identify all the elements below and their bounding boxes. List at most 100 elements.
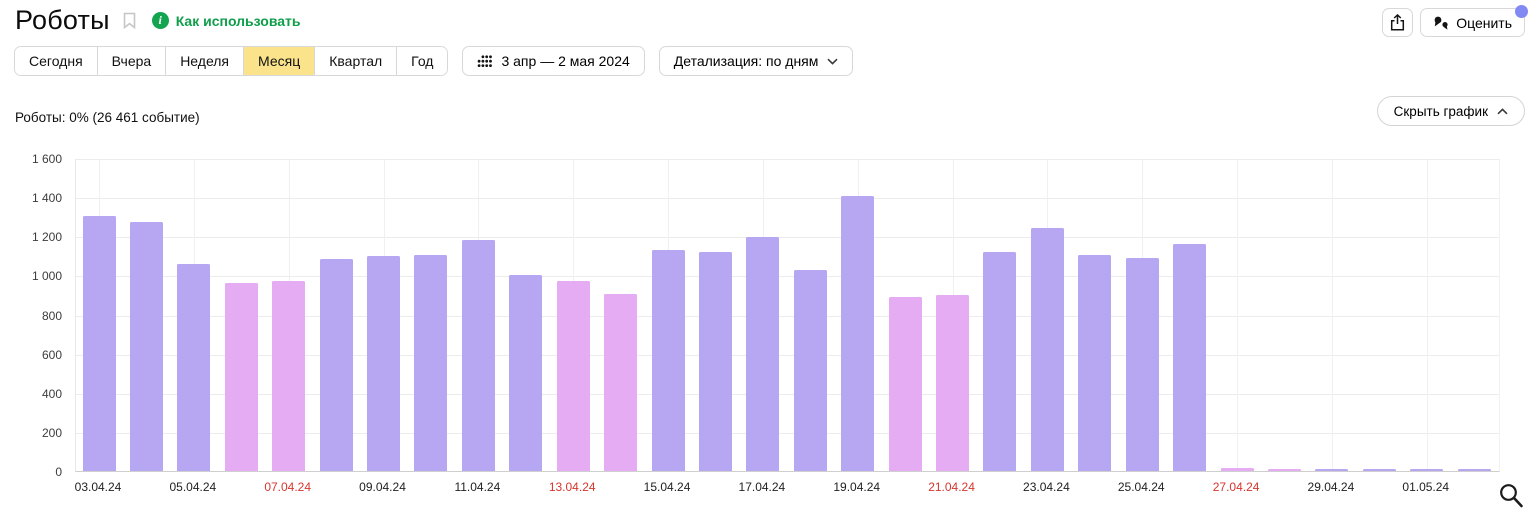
chart-bar-04.04.24[interactable] xyxy=(129,221,163,471)
x-axis-label: 19.04.24 xyxy=(833,480,881,494)
chart-bar-23.04.24[interactable] xyxy=(1030,228,1064,471)
x-axis-label: 15.04.24 xyxy=(643,480,691,494)
y-axis-label: 800 xyxy=(41,308,62,323)
chart-bar-16.04.24[interactable] xyxy=(698,251,732,471)
y-axis-label: 1 400 xyxy=(31,191,62,206)
chart-bar-08.04.24[interactable] xyxy=(319,258,353,471)
share-button[interactable] xyxy=(1382,8,1414,37)
y-axis-label: 400 xyxy=(41,386,62,401)
header: Роботы i Как использовать xyxy=(15,5,301,36)
page-title: Роботы xyxy=(15,5,110,35)
chevron-down-icon xyxy=(827,58,838,65)
chart-bar-18.04.24[interactable] xyxy=(793,269,827,471)
x-axis-label: 13.04.24 xyxy=(548,480,596,494)
x-axis: 03.04.24 05.04.24 07.04.24 09.04.24 11.04.24… xyxy=(75,478,1500,498)
chart-bar-19.04.24[interactable] xyxy=(841,196,875,471)
bookmark-icon[interactable] xyxy=(123,12,136,29)
chart-bar-03.04.24[interactable] xyxy=(82,215,116,471)
period-year[interactable]: Год xyxy=(396,47,448,75)
period-switcher: Сегодня Вчера Неделя Месяц Квартал Год xyxy=(14,46,449,76)
gridline-horizontal xyxy=(76,354,1499,356)
chart-bar-01.05.24[interactable] xyxy=(1410,469,1444,471)
chart-bar-29.04.24[interactable] xyxy=(1315,469,1349,471)
x-axis-label: 17.04.24 xyxy=(738,480,786,494)
chart-bar-02.05.24[interactable] xyxy=(1457,468,1491,471)
gridline-horizontal xyxy=(76,159,1499,160)
chart-bar-15.04.24[interactable] xyxy=(651,249,685,471)
chart-bar-22.04.24[interactable] xyxy=(983,251,1017,471)
x-axis-label: 23.04.24 xyxy=(1023,480,1070,494)
detail-label: Детализация: по дням xyxy=(673,53,819,69)
magnifier-icon xyxy=(1500,484,1523,508)
period-week[interactable]: Неделя xyxy=(165,47,244,75)
how-to-use-link[interactable]: i Как использовать xyxy=(151,12,301,29)
chart-bar-09.04.24[interactable] xyxy=(367,255,401,471)
toolbar: Сегодня Вчера Неделя Месяц Квартал Год 3… xyxy=(14,46,854,76)
share-icon xyxy=(1391,14,1405,31)
chart-bar-14.04.24[interactable] xyxy=(604,293,638,471)
rate-label: Оценить xyxy=(1456,14,1512,31)
rate-button[interactable]: Оценить xyxy=(1420,5,1528,37)
y-axis: 0 200 400 600 800 1 000 1 200 1 400 1 600 xyxy=(0,152,62,479)
chart-bar-17.04.24[interactable] xyxy=(746,237,780,471)
gridline-horizontal xyxy=(76,432,1499,434)
period-quarter[interactable]: Квартал xyxy=(314,47,397,75)
info-icon: i xyxy=(151,12,169,29)
chart-bar-20.04.24[interactable] xyxy=(888,296,922,471)
chart-bar-06.04.24[interactable] xyxy=(224,283,258,471)
x-axis-label: 07.04.24 xyxy=(264,480,312,494)
chart-bar-10.04.24[interactable] xyxy=(414,254,448,471)
chart-bar-27.04.24[interactable] xyxy=(1220,468,1254,471)
header-actions: Оценить xyxy=(1382,5,1528,37)
chart-bar-30.04.24[interactable] xyxy=(1362,469,1396,471)
y-axis-label: 1 000 xyxy=(31,269,62,284)
x-axis-label: 11.04.24 xyxy=(454,480,501,494)
chart-bar-07.04.24[interactable] xyxy=(272,281,306,471)
chart-bar-25.04.24[interactable] xyxy=(1125,257,1159,471)
x-axis-label: 25.04.24 xyxy=(1117,480,1165,494)
period-month[interactable]: Месяц xyxy=(243,47,315,75)
chart-bar-24.04.24[interactable] xyxy=(1078,254,1112,471)
chart-bar-13.04.24[interactable] xyxy=(556,281,590,471)
x-axis-label: 21.04.24 xyxy=(928,480,975,494)
gridline-vertical xyxy=(1426,159,1428,471)
gridline-vertical xyxy=(1331,159,1333,471)
chart-bar-11.04.24[interactable] xyxy=(461,240,495,471)
calendar-dots-icon xyxy=(478,54,493,67)
chart-bar-05.04.24[interactable] xyxy=(177,263,211,471)
hide-chart-label: Скрыть график xyxy=(1393,103,1488,119)
chevron-up-icon xyxy=(1497,107,1508,114)
gridline-horizontal xyxy=(76,237,1499,239)
period-yesterday[interactable]: Вчера xyxy=(96,47,166,75)
detail-dropdown[interactable]: Детализация: по дням xyxy=(658,46,854,76)
chart-bar-28.04.24[interactable] xyxy=(1268,469,1301,471)
notification-badge xyxy=(1515,5,1528,18)
chart-zoom-button[interactable] xyxy=(1494,478,1528,514)
plot-area xyxy=(75,159,1500,472)
robots-summary: Роботы: 0% (26 461 событие) xyxy=(15,110,200,125)
chart-bar-12.04.24[interactable] xyxy=(509,275,543,471)
x-axis-label: 05.04.24 xyxy=(169,480,217,494)
hide-chart-button[interactable]: Скрыть график xyxy=(1376,96,1525,126)
gridline-horizontal xyxy=(76,198,1499,200)
gridline-vertical xyxy=(1237,159,1239,471)
gridline-horizontal xyxy=(76,393,1499,395)
x-axis-label: 29.04.24 xyxy=(1307,480,1355,494)
x-axis-label: 03.04.24 xyxy=(74,480,122,494)
date-range-label: 3 апр — 2 мая 2024 xyxy=(501,53,630,69)
x-axis-label: 09.04.24 xyxy=(359,480,406,494)
chart-bar-26.04.24[interactable] xyxy=(1173,244,1207,471)
gridline-horizontal xyxy=(76,315,1499,317)
y-axis-label: 1 600 xyxy=(31,152,62,166)
y-axis-label: 600 xyxy=(41,347,62,362)
feedback-icon xyxy=(1434,16,1448,30)
chart-bar-21.04.24[interactable] xyxy=(936,294,970,471)
gridline-horizontal xyxy=(76,276,1499,278)
x-axis-label: 27.04.24 xyxy=(1212,480,1260,494)
period-today[interactable]: Сегодня xyxy=(15,47,97,75)
y-axis-label: 0 xyxy=(55,465,62,479)
date-range-button[interactable]: 3 апр — 2 мая 2024 xyxy=(462,46,645,76)
y-axis-label: 1 200 xyxy=(31,230,62,245)
how-to-use-label: Как использовать xyxy=(175,12,301,29)
